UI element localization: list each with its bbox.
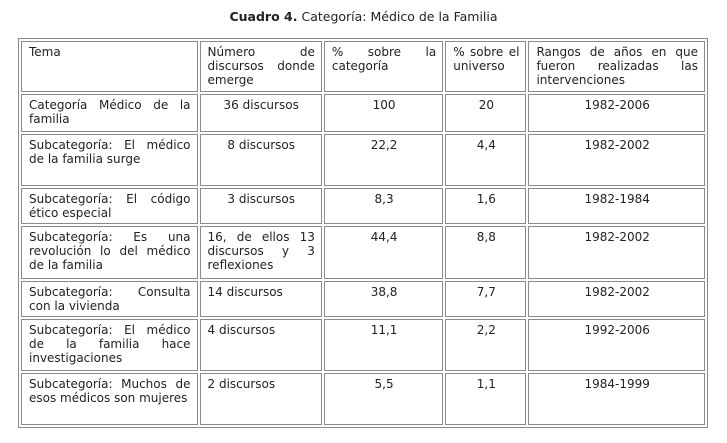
data-table-frame: Tema Número de discursos donde emerge % … [18,38,708,428]
row-cell-rango: 1992-2006 [528,318,705,371]
row-cell-tema: Categoría Médico de la familia [21,94,198,133]
row-cell-rango: 1982-2002 [528,226,705,279]
row-cell-discursos: 14 discursos [199,280,322,317]
row-cell-pct-categoria: 5,5 [323,372,444,425]
row-cell-pct-universo: 1,1 [445,372,527,425]
row-cell-pct-categoria: 44,4 [323,226,444,279]
row-cell-discursos: 8 discursos [199,134,322,187]
row-cell-tema: Subcategoría: El médico de la familia su… [21,134,198,187]
header-cell: Número de discursos donde emerge [199,41,322,93]
row-cell-tema: Subcategoría: Es una revolución lo del m… [21,226,198,279]
row-cell-pct-universo: 20 [445,94,527,133]
row-cell-tema: Subcategoría: Muchos de esos médicos son… [21,372,198,425]
header-cell: Tema [21,41,198,93]
table-row: Subcategoría: El código ético especial 3… [21,188,705,225]
row-cell-tema: Subcategoría: Consulta con la vivienda [21,280,198,317]
row-cell-pct-categoria: 100 [323,94,444,133]
caption-label: Cuadro 4. [229,9,298,24]
row-cell-pct-universo: 4,4 [445,134,527,187]
row-cell-pct-categoria: 38,8 [323,280,444,317]
header-cell: Rangos de años en que fueron realizadas … [528,41,705,93]
row-cell-pct-universo: 1,6 [445,188,527,225]
row-cell-rango: 1984-1999 [528,372,705,425]
row-cell-rango: 1982-2002 [528,280,705,317]
header-cell: % sobre la categoría [323,41,444,93]
data-table: Tema Número de discursos donde emerge % … [19,39,707,427]
row-cell-rango: 1982-2006 [528,94,705,133]
row-cell-tema: Subcategoría: El código ético especial [21,188,198,225]
row-cell-pct-categoria: 11,1 [323,318,444,371]
row-cell-pct-universo: 8,8 [445,226,527,279]
header-cell: % sobre el universo [445,41,527,93]
row-cell-discursos: 3 discursos [199,188,322,225]
row-cell-pct-categoria: 22,2 [323,134,444,187]
table-row: Subcategoría: Es una revolución lo del m… [21,226,705,279]
row-cell-discursos: 4 discursos [199,318,322,371]
row-cell-pct-categoria: 8,3 [323,188,444,225]
table-row: Subcategoría: El médico de la familia su… [21,134,705,187]
row-cell-pct-universo: 7,7 [445,280,527,317]
table-row: Categoría Médico de la familia 36 discur… [21,94,705,133]
row-cell-rango: 1982-1984 [528,188,705,225]
row-cell-pct-universo: 2,2 [445,318,527,371]
row-cell-tema: Subcategoría: El médico de la familia ha… [21,318,198,371]
table-caption: Cuadro 4. Categoría: Médico de la Famili… [0,9,727,25]
row-cell-rango: 1982-2002 [528,134,705,187]
caption-title: Categoría: Médico de la Familia [301,9,498,24]
row-cell-discursos: 36 discursos [199,94,322,133]
row-cell-discursos: 2 discursos [199,372,322,425]
table-row: Subcategoría: El médico de la familia ha… [21,318,705,371]
table-row: Subcategoría: Consulta con la vivienda 1… [21,280,705,317]
table-header-row: Tema Número de discursos donde emerge % … [21,41,705,93]
row-cell-discursos: 16, de ellos 13 discursos y 3 reflexione… [199,226,322,279]
table-row: Subcategoría: Muchos de esos médicos son… [21,372,705,425]
